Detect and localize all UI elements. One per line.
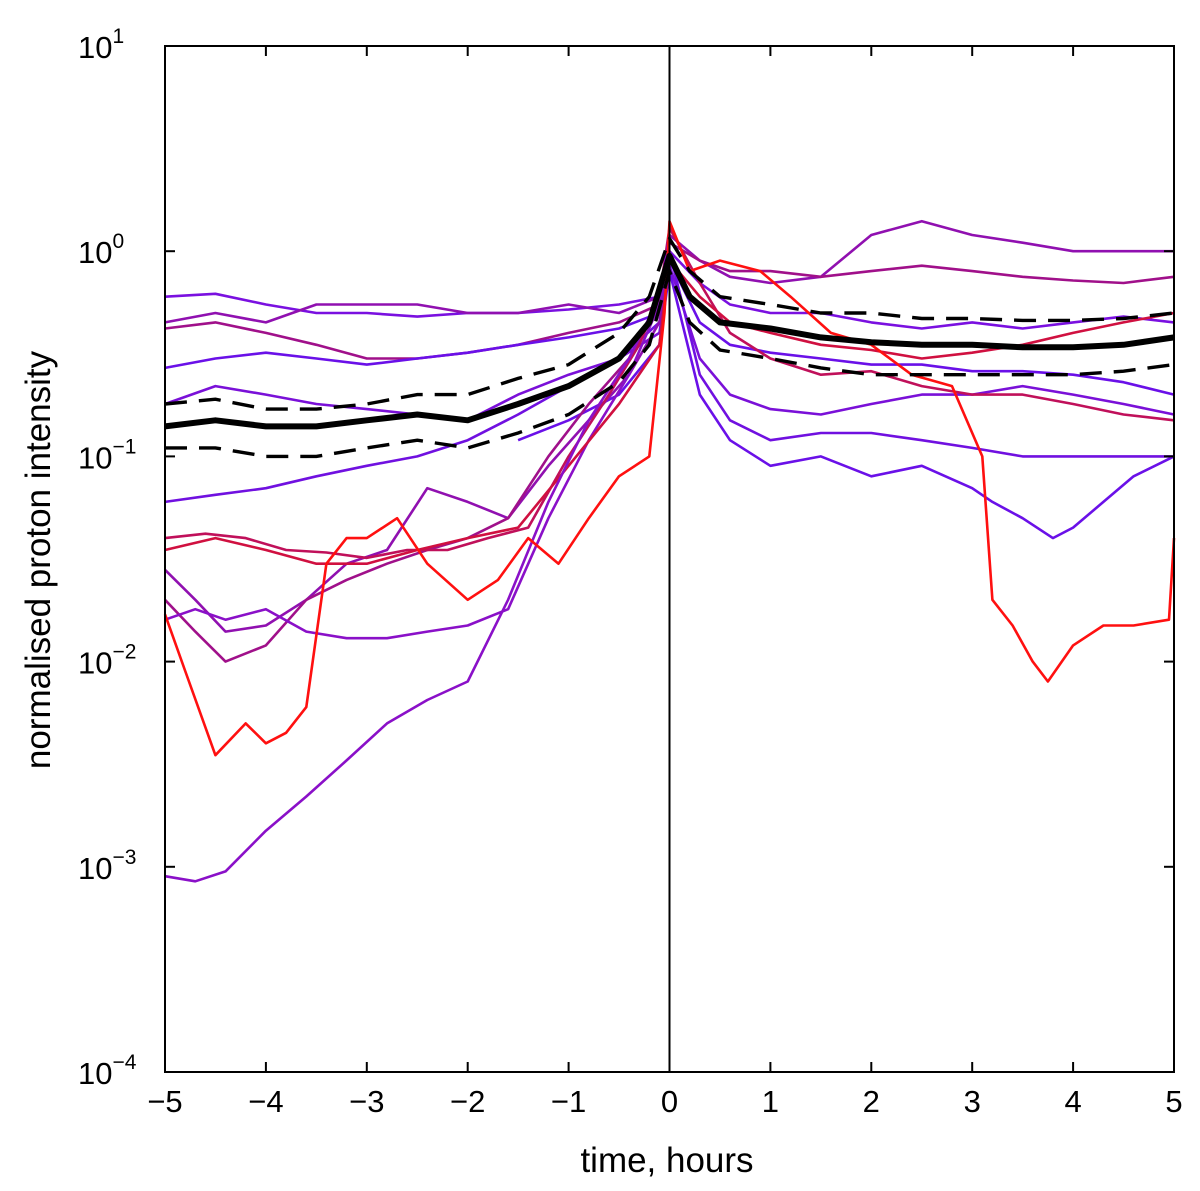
y-tick-label: 10−3 [78, 846, 136, 886]
event-series-line-10 [164, 250, 671, 640]
x-tick-label: 1 [762, 1084, 779, 1119]
x-tick-label: −2 [450, 1084, 485, 1119]
y-tick-label: 100 [78, 230, 124, 270]
event-series-line-8 [164, 251, 671, 633]
x-tick-label: 5 [1165, 1084, 1182, 1119]
y-tick-label: 101 [78, 25, 124, 65]
event-series-line-14 [163, 219, 1176, 757]
x-tick-label: 2 [863, 1084, 880, 1119]
x-tick-label: −1 [551, 1084, 586, 1119]
x-tick-label: 3 [964, 1084, 981, 1119]
tick-layer: −5 −4 −3 −2 −1 0 1 2 3 4 5 10−4 10−3 10−2 10−1 100 101 [78, 25, 1183, 1119]
y-tick-label: 10−2 [78, 641, 136, 681]
x-tick-label: 4 [1064, 1084, 1081, 1119]
x-tick-label: 0 [661, 1084, 678, 1119]
x-tick-label: −3 [349, 1084, 384, 1119]
y-axis-label: normalised proton intensity [19, 350, 58, 769]
y-tick-label: 10−4 [78, 1051, 137, 1091]
event-series-line-13 [164, 234, 671, 883]
y-tick-label: 10−1 [78, 435, 136, 475]
x-axis-label: time, hours [580, 1141, 753, 1180]
x-tick-label: −4 [248, 1084, 283, 1119]
x-tick-label: −5 [147, 1084, 182, 1119]
